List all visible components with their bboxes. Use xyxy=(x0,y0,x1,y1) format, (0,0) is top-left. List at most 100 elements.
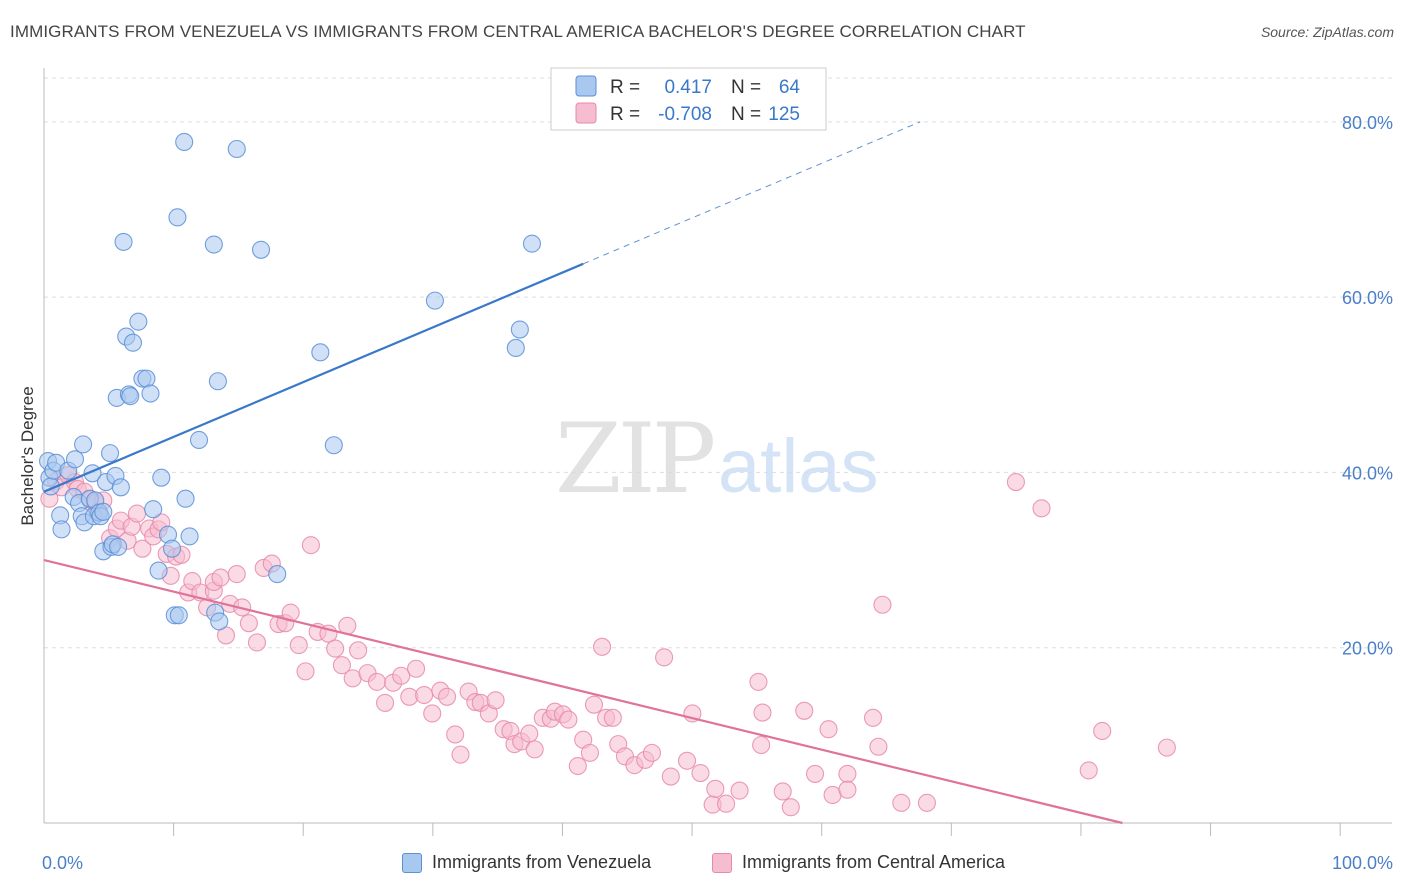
pink-point-38 xyxy=(247,633,267,652)
pink-point-114 xyxy=(838,780,857,799)
pink-point-65 xyxy=(446,725,465,744)
bottom-legend: Immigrants from Venezuela Immigrants fro… xyxy=(0,852,1406,880)
pink-point-104 xyxy=(749,672,768,691)
pink-point-86 xyxy=(584,695,604,714)
stats-n-label-pink: N = xyxy=(731,104,761,125)
pink-point-116 xyxy=(869,737,888,756)
pink-point-77 xyxy=(525,740,544,759)
blue-point-59 xyxy=(425,291,444,310)
stats-legend: R = 0.417 N = 64 R = -0.708 N = 125 xyxy=(550,67,827,131)
pink-point-102 xyxy=(717,794,736,813)
pink-point-94 xyxy=(642,743,661,762)
blue-point-9 xyxy=(65,450,85,469)
pink-trendline xyxy=(43,558,1123,825)
pink-point-101 xyxy=(706,779,725,798)
blue-point-30 xyxy=(114,232,133,251)
pink-point-103 xyxy=(730,781,749,800)
pink-point-110 xyxy=(806,764,825,783)
y-tick-labels: 20.0% 40.0% 60.0% 80.0% xyxy=(1342,113,1393,659)
blue-point-58 xyxy=(324,436,343,455)
pink-point-120 xyxy=(1006,473,1025,492)
blue-point-6 xyxy=(52,520,71,539)
pink-point-85 xyxy=(580,743,599,762)
legend-swatch-pink xyxy=(712,852,732,873)
pink-point-71 xyxy=(486,691,505,710)
legend-label-central-america: Immigrants from Central America xyxy=(742,852,1006,872)
pink-point-37 xyxy=(239,614,258,633)
blue-trendline-extension xyxy=(583,121,921,265)
pink-point-106 xyxy=(752,735,771,755)
pink-point-109 xyxy=(795,701,814,720)
pink-point-56 xyxy=(375,693,395,712)
pink-point-83 xyxy=(568,756,587,776)
blue-point-56 xyxy=(268,565,287,584)
pink-point-55 xyxy=(367,672,387,691)
blue-point-43 xyxy=(163,539,182,558)
source-label: Source: ZipAtlas.com xyxy=(1260,24,1394,40)
chart-title: IMMIGRANTS FROM VENEZUELA VS IMMIGRANTS … xyxy=(10,22,1026,41)
x-tick-labels: 0.0% 100.0% xyxy=(42,853,1393,873)
pink-point-76 xyxy=(520,724,539,743)
pink-point-108 xyxy=(781,798,800,817)
pink-point-35 xyxy=(227,565,246,584)
pink-point-122 xyxy=(1079,761,1098,780)
pink-point-97 xyxy=(677,751,697,770)
blue-point-62 xyxy=(522,234,542,253)
y-tick-label-1: 40.0% xyxy=(1342,463,1393,483)
pink-point-96 xyxy=(661,767,680,786)
watermark: ZIP xyxy=(555,403,714,515)
blue-point-12 xyxy=(74,435,93,454)
pink-point-115 xyxy=(863,708,883,727)
blue-point-35 xyxy=(129,312,148,331)
pink-point-46 xyxy=(301,536,320,555)
stats-n-label-blue: N = xyxy=(731,77,761,98)
pink-point-95 xyxy=(655,648,674,667)
series-venezuela xyxy=(38,132,542,631)
pink-point-105 xyxy=(753,703,772,722)
x-tick-label-min: 0.0% xyxy=(42,853,83,873)
pink-point-16 xyxy=(127,504,147,523)
pink-point-82 xyxy=(559,710,578,729)
y-tick-label-3: 80.0% xyxy=(1342,113,1393,133)
blue-point-50 xyxy=(204,235,223,254)
blue-trendline xyxy=(43,262,584,493)
blue-point-52 xyxy=(208,372,227,391)
blue-point-39 xyxy=(144,500,163,519)
blue-point-47 xyxy=(176,489,195,508)
pink-point-50 xyxy=(332,656,351,675)
pink-point-60 xyxy=(406,659,426,678)
trendlines xyxy=(43,121,1123,825)
blue-point-20 xyxy=(94,502,113,521)
blue-point-33 xyxy=(121,387,140,406)
x-tick-label-max: 100.0% xyxy=(1332,853,1393,873)
stats-r-value-pink: -0.708 xyxy=(658,104,712,125)
gridlines xyxy=(44,77,1392,649)
blue-point-40 xyxy=(149,561,168,580)
pink-point-66 xyxy=(451,745,470,764)
blue-point-55 xyxy=(251,240,271,259)
y-axis-label: Bachelor's Degree xyxy=(18,386,37,525)
pink-point-107 xyxy=(773,782,792,801)
stats-r-label-pink: R = xyxy=(610,104,640,125)
blue-point-53 xyxy=(210,612,229,631)
pink-point-121 xyxy=(1032,499,1051,518)
blue-point-48 xyxy=(180,527,199,546)
blue-point-45 xyxy=(168,208,187,227)
stats-n-value-blue: 64 xyxy=(779,77,801,98)
blue-point-23 xyxy=(101,444,120,463)
pink-point-89 xyxy=(603,708,622,727)
pink-point-49 xyxy=(326,639,345,658)
pink-point-64 xyxy=(438,687,457,706)
stats-n-value-pink: 125 xyxy=(768,104,800,125)
blue-point-49 xyxy=(189,430,209,450)
legend-swatch-blue xyxy=(402,852,422,873)
blue-point-37 xyxy=(137,369,156,388)
y-tick-label-2: 60.0% xyxy=(1342,288,1393,308)
blue-point-38 xyxy=(141,384,160,403)
pink-point-118 xyxy=(892,793,911,812)
pink-point-124 xyxy=(1157,738,1176,757)
pink-point-32 xyxy=(211,568,230,587)
blue-point-46 xyxy=(175,132,194,152)
pink-point-117 xyxy=(873,595,892,614)
